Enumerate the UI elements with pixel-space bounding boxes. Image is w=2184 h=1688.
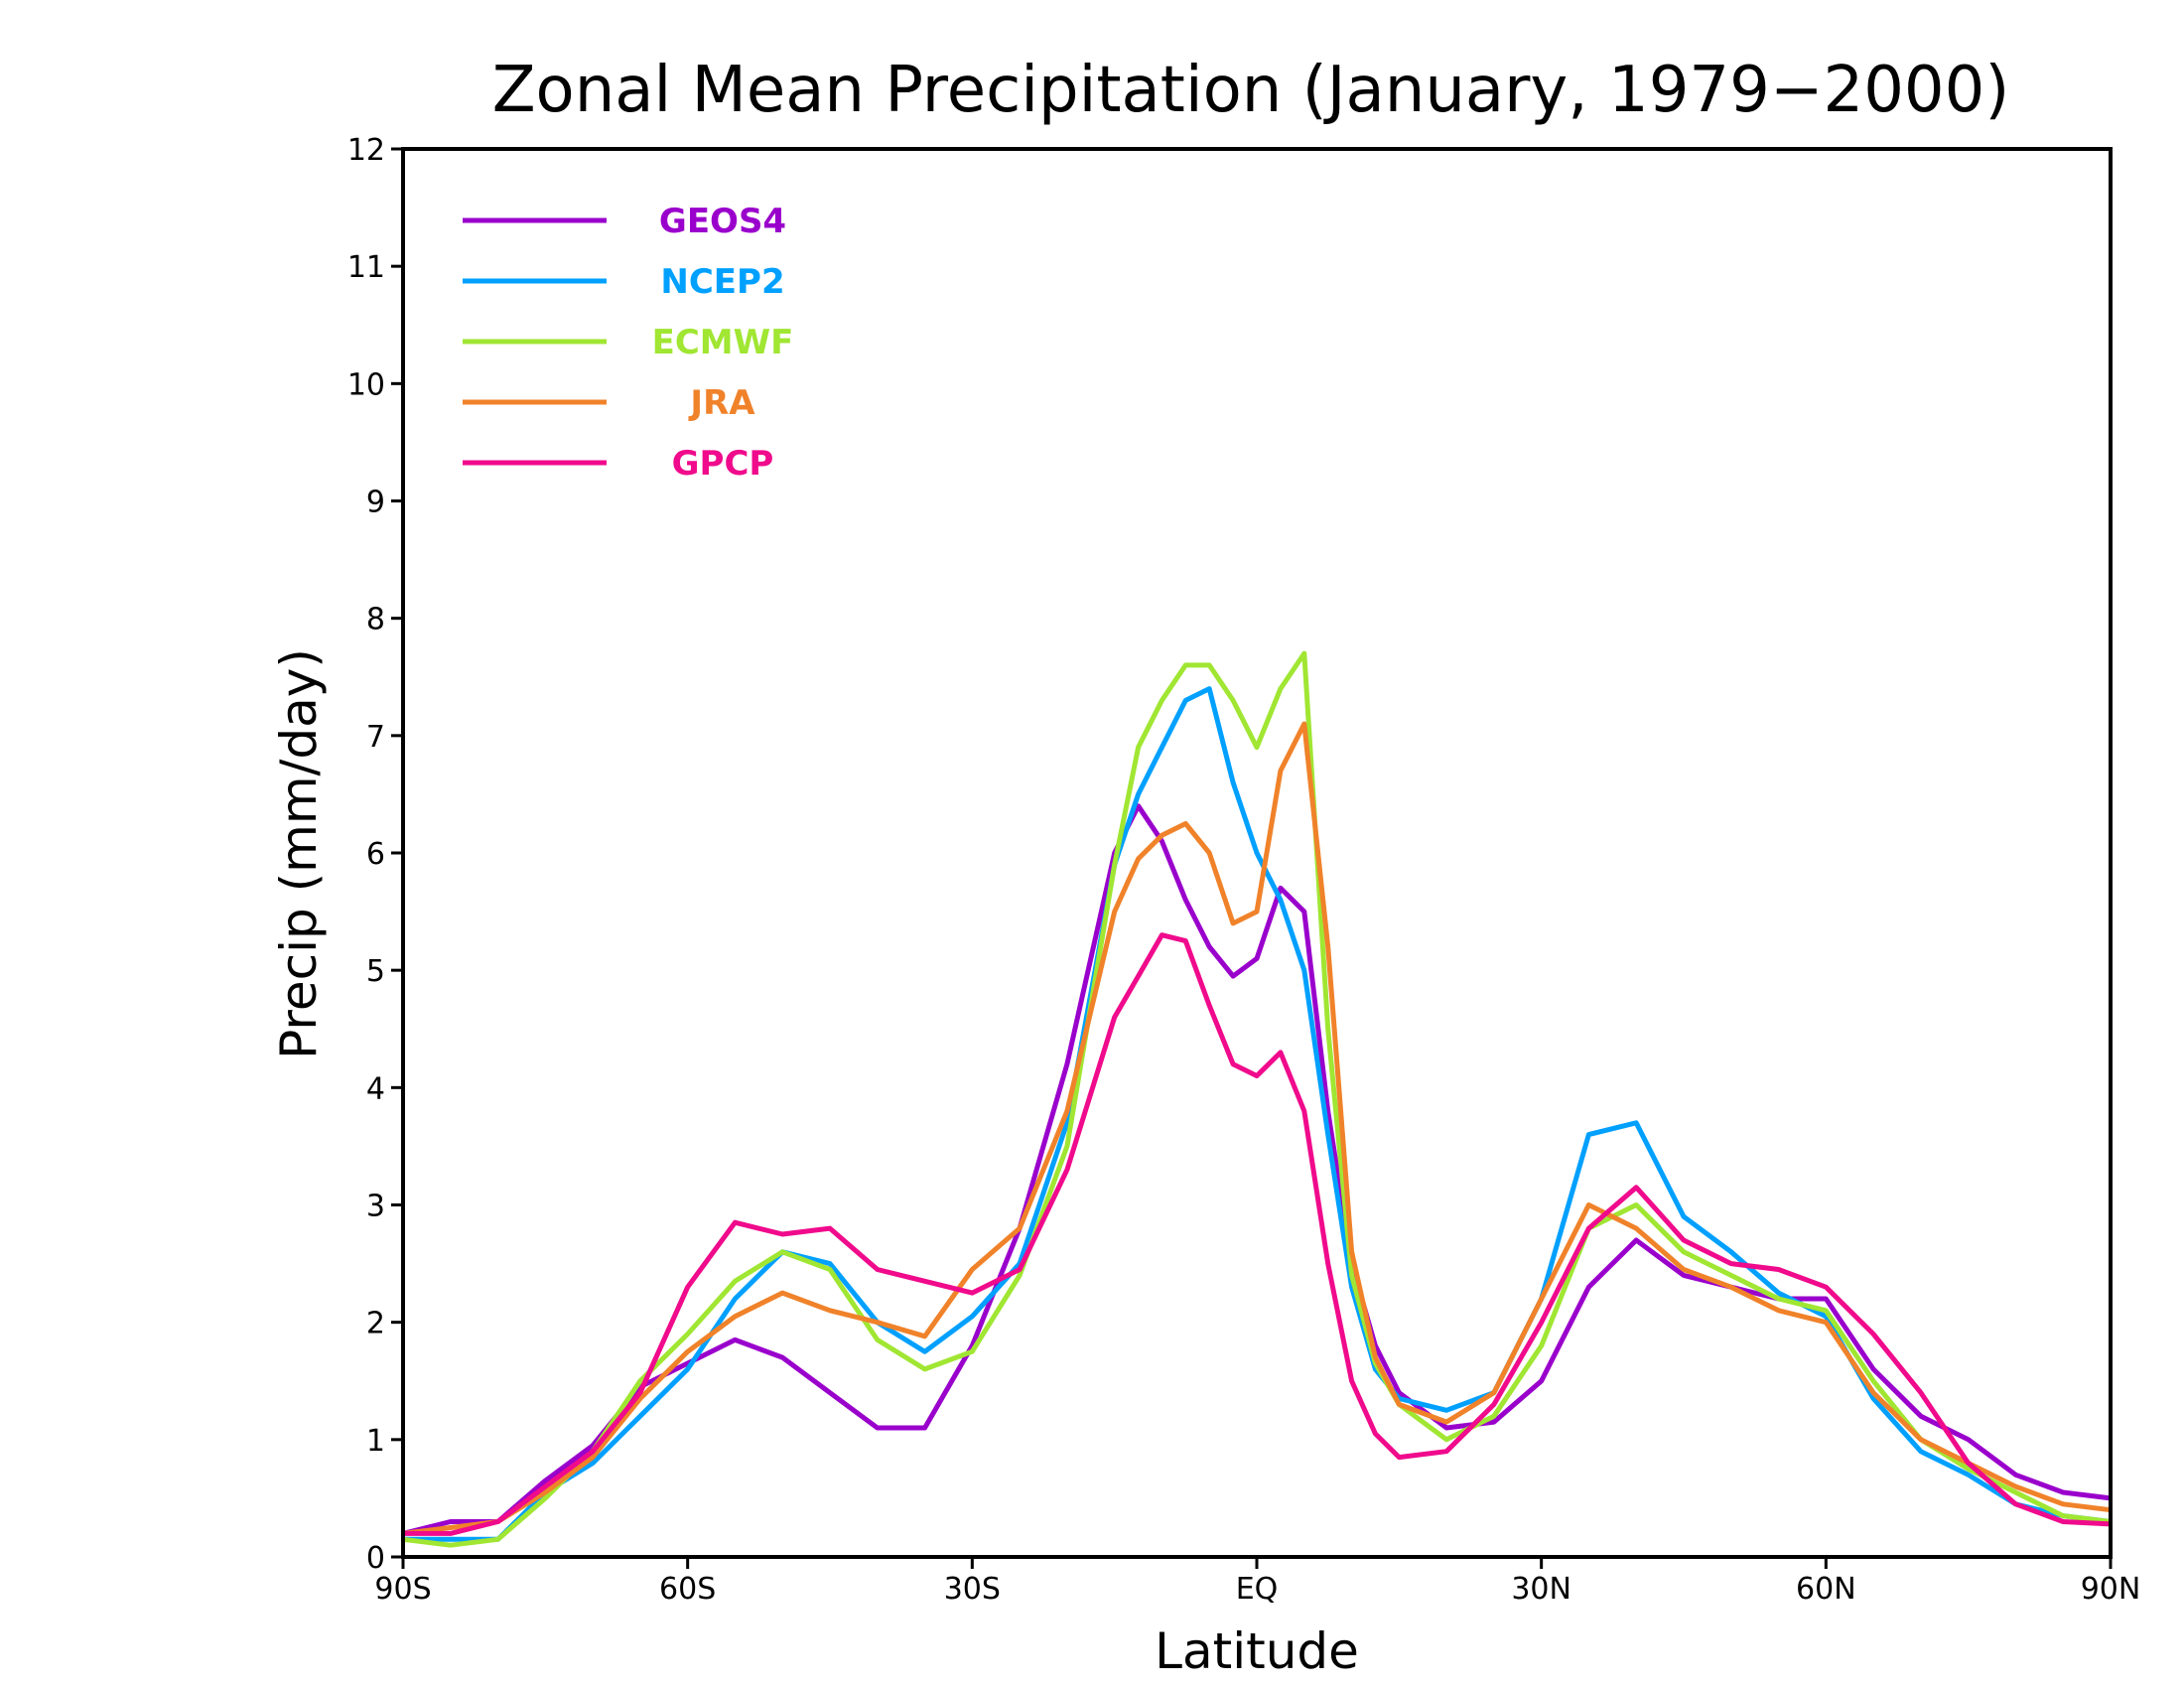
- legend-label-ncep2: NCEP2: [660, 262, 784, 302]
- y-tick-label: 9: [366, 486, 385, 520]
- x-tick-label: 90N: [2081, 1572, 2141, 1607]
- plot-frame: [401, 147, 2113, 1559]
- y-axis-label: Precip (mm/day): [270, 648, 328, 1059]
- legend-label-ecmwf: ECMWF: [652, 323, 794, 362]
- y-tick-label: 6: [366, 837, 385, 872]
- y-tick-label: 10: [347, 367, 385, 402]
- x-axis-label: Latitude: [1155, 1622, 1359, 1680]
- legend-label-geos4: GEOS4: [659, 202, 786, 241]
- series-line-ncep2: [403, 686, 2112, 1542]
- x-tick-label: EQ: [1236, 1572, 1279, 1607]
- legend-label-gpcp: GPCP: [672, 444, 774, 484]
- y-tick-label: 3: [366, 1190, 385, 1224]
- y-tick-label: 12: [347, 133, 385, 168]
- y-tick-label: 4: [366, 1071, 385, 1106]
- y-tick-label: 2: [366, 1307, 385, 1341]
- x-tick-label: 60N: [1796, 1572, 1856, 1607]
- y-tick-label: 1: [366, 1424, 385, 1459]
- chart-title: Zonal Mean Precipitation (January, 1979−…: [492, 54, 2010, 127]
- y-tick-label: 7: [366, 720, 385, 755]
- series-line-jra: [402, 721, 2112, 1536]
- series-lines: [402, 650, 2112, 1548]
- y-tick-label: 0: [366, 1541, 385, 1576]
- series-line-geos4: [402, 803, 2112, 1536]
- y-tick-label: 11: [347, 250, 385, 285]
- x-tick-label: 30S: [944, 1572, 1001, 1607]
- y-tick-label: 5: [366, 954, 385, 989]
- x-tick-label: 60S: [659, 1572, 716, 1607]
- x-tick-label: 30N: [1511, 1572, 1571, 1607]
- legend-label-jra: JRA: [688, 383, 755, 423]
- series-line-ecmwf: [402, 650, 2112, 1548]
- legend: GEOS4 NCEP2 ECMWF JRA GPCP: [463, 202, 793, 484]
- x-tick-label: 90S: [374, 1572, 431, 1607]
- series-line-gpcp: [403, 932, 2112, 1536]
- y-tick-label: 8: [366, 603, 385, 637]
